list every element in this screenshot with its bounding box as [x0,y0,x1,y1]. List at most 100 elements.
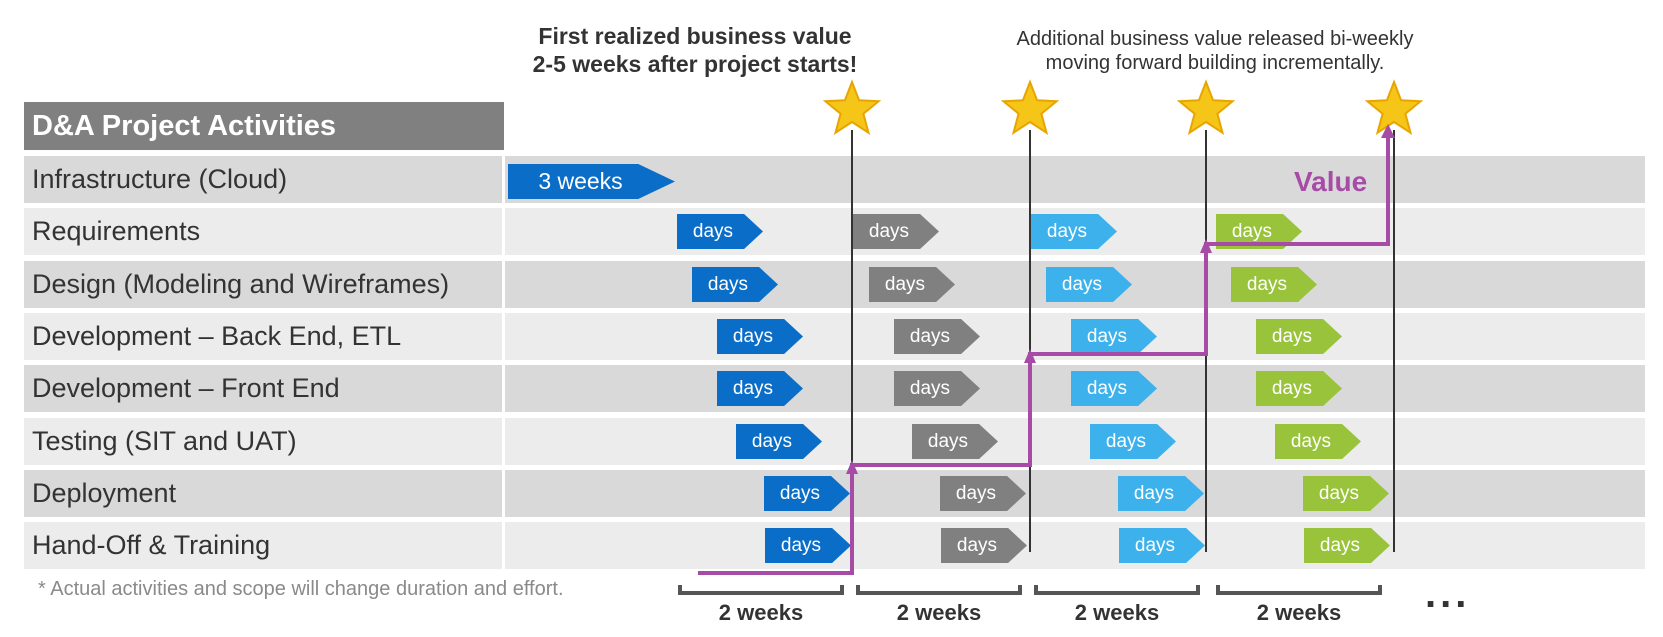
row-label: Deployment [24,470,502,517]
sprint-bracket [1216,585,1382,595]
row-label: Testing (SIT and UAT) [24,418,502,465]
sprint-bracket [1034,585,1200,595]
row-label: Hand-Off & Training [24,522,502,569]
activity-duration-bar: days [717,319,803,354]
activity-duration-bar: days [1304,528,1390,563]
row-band [505,470,1645,517]
activity-duration-label: days [909,325,951,347]
value-arrowhead-1 [846,460,858,474]
row-band [505,156,1645,203]
activity-duration-bar: days [1231,267,1317,302]
activity-duration-bar: days [1031,214,1117,249]
activity-duration-label: days [1086,377,1128,399]
star-icon [1176,79,1236,135]
activity-duration-label: days [884,273,926,295]
sprint-duration-label: 2 weeks [896,600,982,625]
activity-duration-bar: days [1303,476,1389,511]
activity-duration-label: days [692,220,734,242]
first-value-note-line1: First realized business value [538,23,852,49]
activity-duration-label: days [956,534,998,556]
star-icon [1364,79,1424,135]
activity-duration-bar: days [677,214,763,249]
activity-duration-label: days [751,430,793,452]
activity-duration-bar: days [869,267,955,302]
activity-duration-bar: days [1256,371,1342,406]
activity-duration-label: days [707,273,749,295]
activity-duration-bar: days [894,319,980,354]
sprint-duration-label: 2 weeks [1256,600,1342,625]
activity-duration-bar: days [1071,371,1157,406]
star-icon [1000,79,1060,135]
activity-duration-bar: days [1046,267,1132,302]
activity-duration-bar: days [1071,319,1157,354]
activity-duration-label: days [1105,430,1147,452]
infrastructure-duration-bar: 3 weeks [508,164,675,199]
continuation-ellipsis: ... [1425,572,1471,616]
activity-duration-label: days [1086,325,1128,347]
activity-duration-label: days [1061,273,1103,295]
footnote: * Actual activities and scope will chang… [38,578,564,600]
additional-value-note-line2: moving forward building incrementally. [1045,52,1385,74]
activity-duration-bar: days [765,528,851,563]
activity-duration-label: days [955,482,997,504]
activity-duration-bar: days [717,371,803,406]
row-band [505,418,1645,465]
activity-duration-label: days [779,482,821,504]
activity-duration-bar: days [692,267,778,302]
additional-value-note: Additional business value released bi-we… [985,27,1445,75]
activity-duration-bar: days [1119,528,1205,563]
star-icon [822,79,882,135]
row-label: Development – Front End [24,365,502,412]
activity-duration-bar: days [736,424,822,459]
activity-duration-label: days [780,534,822,556]
value-label: Value [1294,166,1368,197]
activity-duration-bar: days [1275,424,1361,459]
activity-duration-bar: days [764,476,850,511]
activity-duration-label: days [868,220,910,242]
activity-duration-label: days [1290,430,1332,452]
sprint-duration-label: 2 weeks [1074,600,1160,625]
activity-duration-label: days [1271,377,1313,399]
activity-duration-label: days [1134,534,1176,556]
release-stars [822,79,1424,135]
infrastructure-duration-label: 3 weeks [538,168,623,194]
activity-duration-bar: days [912,424,998,459]
activity-duration-label: days [1046,220,1088,242]
table-header-title: D&A Project Activities [24,102,504,150]
activity-duration-label: days [732,325,774,347]
activity-duration-label: days [909,377,951,399]
activity-duration-label: days [1133,482,1175,504]
activity-duration-bar: days [941,528,1027,563]
value-step-line [698,132,1390,575]
activity-duration-label: days [732,377,774,399]
activity-duration-label: days [927,430,969,452]
row-label: Infrastructure (Cloud) [24,156,502,203]
first-value-note-line2: 2-5 weeks after project starts! [532,51,858,77]
activity-duration-bar: days [894,371,980,406]
value-arrowhead-2 [1024,349,1036,363]
row-label: Requirements [24,208,502,255]
activity-duration-bar: days [1090,424,1176,459]
sprint-bracket [678,585,844,595]
activity-duration-label: days [1246,273,1288,295]
row-label: Design (Modeling and Wireframes) [24,261,502,308]
row-band [505,522,1645,569]
activity-duration-bar: days [1256,319,1342,354]
activity-duration-label: days [1231,220,1273,242]
value-arrowhead-4 [1381,124,1395,138]
additional-value-note-line1: Additional business value released bi-we… [1016,28,1414,50]
sprint-bracket [856,585,1022,595]
activity-duration-bar: days [853,214,939,249]
activity-duration-bar: days [940,476,1026,511]
row-label: Development – Back End, ETL [24,313,502,360]
activity-duration-label: days [1319,534,1361,556]
release-lines [851,130,1395,552]
first-value-note: First realized business value 2-5 weeks … [510,22,880,78]
activity-duration-label: days [1318,482,1360,504]
activity-duration-label: days [1271,325,1313,347]
value-arrowhead-3 [1200,239,1212,253]
activity-duration-bar: days [1118,476,1204,511]
sprint-duration-label: 2 weeks [718,600,804,625]
